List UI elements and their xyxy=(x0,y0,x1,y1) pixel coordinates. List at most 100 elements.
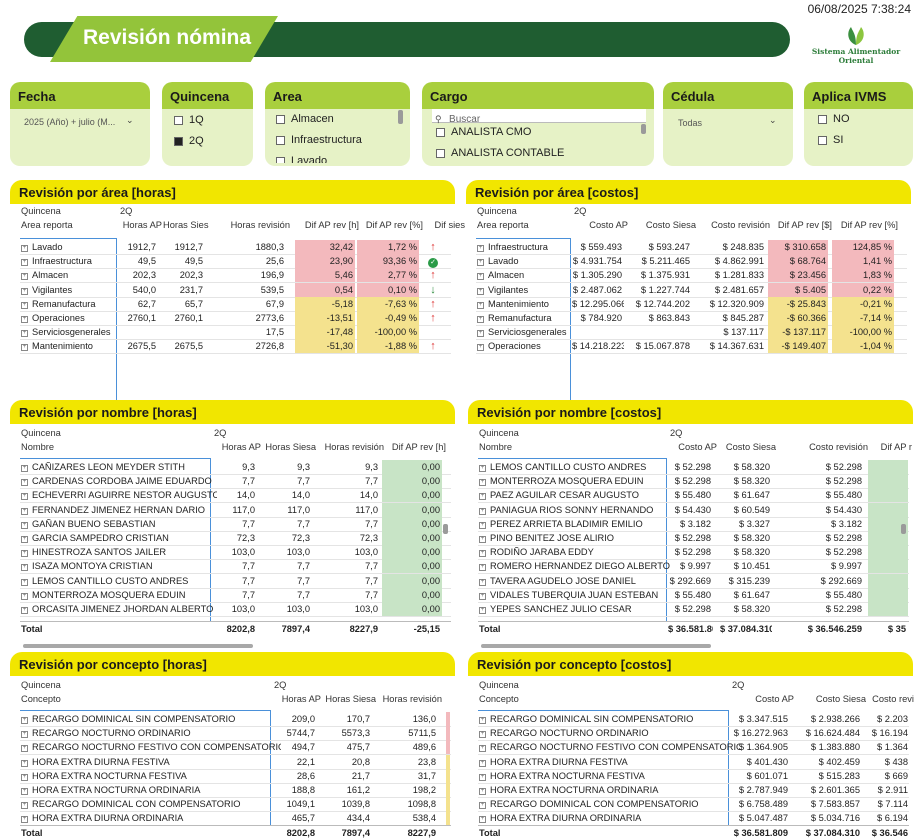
column-header[interactable]: Horas revisión xyxy=(230,220,290,230)
expand-icon[interactable]: + xyxy=(21,302,28,309)
table-row[interactable]: + HORA EXTRA DIURNA ORDINARIA $ 5.047.487 $… xyxy=(468,811,913,825)
expand-icon[interactable]: + xyxy=(479,550,486,557)
expand-icon[interactable]: + xyxy=(479,564,486,571)
checkbox-icon[interactable] xyxy=(276,114,285,124)
expand-icon[interactable]: + xyxy=(479,522,486,529)
table-row[interactable]: + YEPES SANCHEZ JULIO CESAR $ 52.298 $ 58.3… xyxy=(468,602,913,616)
column-header[interactable]: Costo Siesa xyxy=(815,694,866,704)
column-header[interactable]: Dif AP rev [$] xyxy=(777,220,832,230)
table-row[interactable]: + HORA EXTRA DIURNA FESTIVA $ 401.430 $ 402… xyxy=(468,755,913,769)
table-row[interactable]: + Remanufactura $ 784.920 $ 863.843 $ 845.28… xyxy=(466,311,911,325)
vertical-scrollbar[interactable] xyxy=(901,524,906,534)
checkbox-checked-icon[interactable] xyxy=(174,136,183,146)
quincena-option-1q[interactable]: 1Q xyxy=(174,110,204,131)
column-header[interactable]: Costo revisión xyxy=(809,442,868,452)
expand-icon[interactable]: + xyxy=(479,788,486,795)
chevron-down-icon[interactable]: ⌄ xyxy=(769,115,777,125)
checkbox-icon[interactable] xyxy=(436,127,445,137)
table-row[interactable]: + RODIÑO JARABA EDDY $ 52.298 $ 58.320 $ 52.… xyxy=(468,545,913,559)
table-row[interactable]: + HORA EXTRA NOCTURNA ORDINARIA $ 2.787.94… xyxy=(468,783,913,797)
expand-icon[interactable]: + xyxy=(479,479,486,486)
table-row[interactable]: + HORA EXTRA NOCTURNA FESTIVA 28,6 21,7 31,7 xyxy=(10,769,455,783)
table-row[interactable]: + FERNANDEZ JIMENEZ HERNAN DARIO 117,0 117,… xyxy=(10,503,455,517)
expand-icon[interactable]: + xyxy=(21,564,28,571)
expand-icon[interactable]: + xyxy=(21,316,28,323)
table-row[interactable]: + Mantenimiento 2675,5 2675,5 2726,8 -51,30 -1… xyxy=(10,339,455,353)
table-row[interactable]: + Infraestructura 49,5 49,5 25,6 23,90 93,36 %… xyxy=(10,254,455,268)
column-header[interactable]: Horas AP xyxy=(281,694,321,704)
expand-icon[interactable]: + xyxy=(21,245,28,252)
horizontal-scrollbar[interactable] xyxy=(23,644,253,648)
column-header[interactable]: Dif AP rev [%] xyxy=(840,220,898,230)
table-row[interactable]: + RECARGO DOMINICAL SIN COMPENSATORIO $ 3.… xyxy=(468,712,913,726)
table-row[interactable]: + Serviciosgenerales 17,5 -17,48 -100,00 % xyxy=(10,325,455,339)
column-header[interactable]: Costo AP xyxy=(678,442,717,452)
checkbox-icon[interactable] xyxy=(818,114,827,124)
area-option[interactable]: Infraestructura xyxy=(276,130,362,151)
table-row[interactable]: + HINESTROZA SANTOS JAILER 103,0 103,0 103,0… xyxy=(10,545,455,559)
expand-icon[interactable]: + xyxy=(479,593,486,600)
column-header[interactable]: Horas revisión xyxy=(324,442,384,452)
cargo-search-input[interactable]: ⚲ Buscar xyxy=(432,109,646,125)
table-row[interactable]: + Operaciones 2760,1 2760,1 2773,6 -13,51 -0,4… xyxy=(10,311,455,325)
expand-icon[interactable]: + xyxy=(477,344,484,351)
column-header[interactable]: Horas AP xyxy=(122,220,162,230)
expand-icon[interactable]: + xyxy=(21,536,28,543)
checkbox-icon[interactable] xyxy=(174,115,183,125)
expand-icon[interactable]: + xyxy=(21,330,28,337)
area-option[interactable]: Almacen xyxy=(276,109,362,130)
table-row[interactable]: + Infraestructura $ 559.493 $ 593.247 $ 248.… xyxy=(466,240,911,254)
area-option[interactable]: Lavado xyxy=(276,151,362,163)
column-header[interactable]: Dif AP r xyxy=(880,442,912,452)
table-row[interactable]: + Lavado 1912,7 1912,7 1880,3 32,42 1,72 % ↑ xyxy=(10,240,455,254)
horizontal-scrollbar[interactable] xyxy=(481,644,711,648)
filter-cedula[interactable]: Cédula Todas ⌄ xyxy=(663,82,793,166)
expand-icon[interactable]: + xyxy=(477,288,484,295)
expand-icon[interactable]: + xyxy=(21,816,28,823)
cargo-option[interactable]: ANALISTA CONTABLE xyxy=(436,143,564,164)
checkbox-icon[interactable] xyxy=(818,135,827,145)
column-header[interactable]: Costo revisión xyxy=(711,220,770,230)
expand-icon[interactable]: + xyxy=(479,802,486,809)
table-row[interactable]: + Lavado $ 4.931.754 $ 5.211.465 $ 4.862.991… xyxy=(466,254,911,268)
table-row[interactable]: + ISAZA MONTOYA CRISTIAN 7,7 7,7 7,7 0,00 xyxy=(10,559,455,573)
checkbox-icon[interactable] xyxy=(276,156,285,163)
expand-icon[interactable]: + xyxy=(21,788,28,795)
expand-icon[interactable]: + xyxy=(21,745,28,752)
table-row[interactable]: + PAEZ AGUILAR CESAR AUGUSTO $ 55.480 $ 61.… xyxy=(468,488,913,502)
table-row[interactable]: + GAÑAN BUENO SEBASTIAN 7,7 7,7 7,7 0,00 xyxy=(10,517,455,531)
expand-icon[interactable]: + xyxy=(21,288,28,295)
expand-icon[interactable]: + xyxy=(477,302,484,309)
checkbox-icon[interactable] xyxy=(276,135,285,145)
filter-cedula-value[interactable]: Todas xyxy=(678,118,703,128)
table-row[interactable]: + HORA EXTRA DIURNA FESTIVA 22,1 20,8 23,8 xyxy=(10,755,455,769)
table-row[interactable]: + RECARGO NOCTURNO FESTIVO CON COMPENSATO… xyxy=(468,740,913,754)
expand-icon[interactable]: + xyxy=(21,479,28,486)
table-row[interactable]: + LEMOS CANTILLO CUSTO ANDRES 7,7 7,7 7,7 0,0… xyxy=(10,574,455,588)
table-row[interactable]: + GARCIA SAMPEDRO CRISTIAN 72,3 72,3 72,3 0,0… xyxy=(10,531,455,545)
expand-icon[interactable]: + xyxy=(479,465,486,472)
table-row[interactable]: + Mantenimiento $ 12.295.066 $ 12.744.202 $ … xyxy=(466,297,911,311)
vertical-scrollbar[interactable] xyxy=(443,524,448,534)
expand-icon[interactable]: + xyxy=(479,760,486,767)
expand-icon[interactable]: + xyxy=(21,508,28,515)
table-row[interactable]: + HORA EXTRA DIURNA ORDINARIA 465,7 434,4 53… xyxy=(10,811,455,825)
expand-icon[interactable]: + xyxy=(479,717,486,724)
chevron-down-icon[interactable]: ⌄ xyxy=(126,115,134,125)
table-row[interactable]: + CAÑIZARES LEON MEYDER STITH 9,3 9,3 9,3 0,0… xyxy=(10,460,455,474)
table-row[interactable]: + TAVERA AGUDELO JOSE DANIEL $ 292.669 $ 31… xyxy=(468,574,913,588)
table-row[interactable]: + MONTERROZA MOSQUERA EDUIN 7,7 7,7 7,7 0,00 xyxy=(10,588,455,602)
expand-icon[interactable]: + xyxy=(21,493,28,500)
ivms-option-no[interactable]: NO xyxy=(818,109,850,130)
column-header[interactable]: Costo Siesa xyxy=(725,442,776,452)
table-row[interactable]: + RECARGO NOCTURNO FESTIVO CON COMPENSATO… xyxy=(10,740,455,754)
expand-icon[interactable]: + xyxy=(21,593,28,600)
column-header[interactable]: Horas AP xyxy=(221,442,261,452)
expand-icon[interactable]: + xyxy=(479,745,486,752)
expand-icon[interactable]: + xyxy=(21,550,28,557)
expand-icon[interactable]: + xyxy=(21,731,28,738)
column-header[interactable]: Dif AP rev [%] xyxy=(365,220,423,230)
expand-icon[interactable]: + xyxy=(21,774,28,781)
checkbox-icon[interactable] xyxy=(436,148,445,158)
expand-icon[interactable]: + xyxy=(479,731,486,738)
